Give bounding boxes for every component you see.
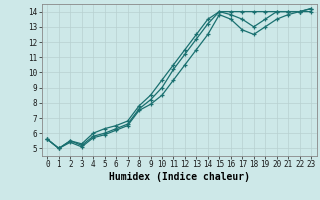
X-axis label: Humidex (Indice chaleur): Humidex (Indice chaleur) [109, 172, 250, 182]
